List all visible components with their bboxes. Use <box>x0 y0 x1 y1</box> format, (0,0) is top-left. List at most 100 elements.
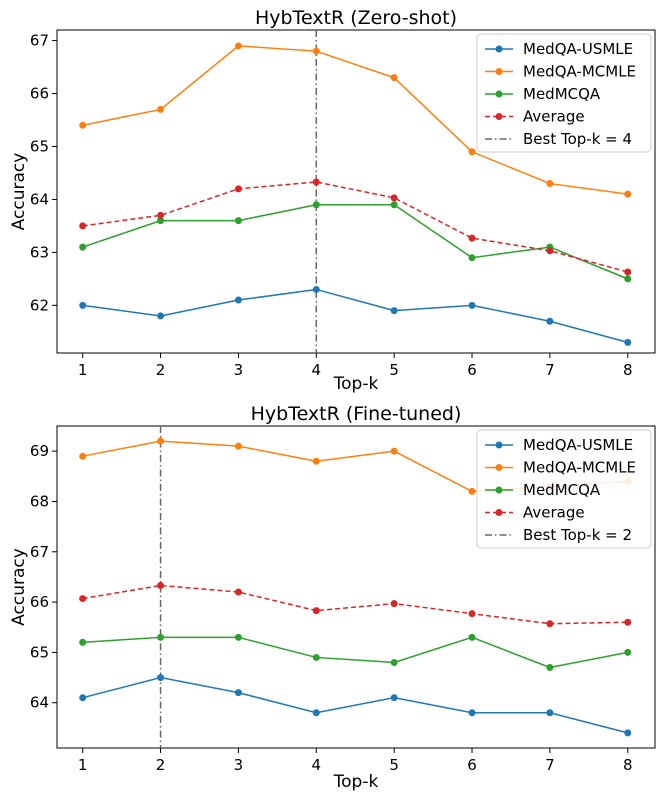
series-average <box>79 581 632 628</box>
data-point <box>546 317 554 325</box>
y-tick-label: 67 <box>30 32 49 50</box>
y-tick-label: 68 <box>30 492 49 510</box>
data-point <box>624 275 632 283</box>
data-point <box>468 610 476 618</box>
legend-marker <box>495 486 503 494</box>
legend-marker <box>495 509 503 516</box>
legend-label: MedMCQA <box>523 481 601 499</box>
data-point <box>312 178 320 186</box>
legend-box <box>476 429 652 549</box>
data-point <box>79 595 87 603</box>
series-medqa-usmle <box>79 285 632 346</box>
x-tick-label: 7 <box>545 756 555 774</box>
data-point <box>157 674 165 682</box>
series-line <box>82 181 628 273</box>
legend-entry: Best Top-k = 2 <box>485 526 632 544</box>
x-tick-label: 5 <box>389 756 399 774</box>
legend-marker <box>495 68 503 75</box>
series-average <box>79 178 632 276</box>
data-point <box>157 581 165 589</box>
series-line <box>82 676 628 734</box>
data-point <box>79 452 87 460</box>
data-point <box>312 285 320 293</box>
legend-marker <box>495 464 503 471</box>
chart-title: HybTextR (Fine-tuned) <box>251 403 462 425</box>
data-point <box>79 301 87 309</box>
data-point <box>157 217 165 225</box>
data-point <box>546 709 554 717</box>
data-point <box>312 47 320 55</box>
data-point <box>157 437 165 445</box>
data-point <box>79 638 87 646</box>
y-tick-label: 65 <box>30 643 49 661</box>
plot-frame <box>56 29 656 354</box>
legend: MedQA-USMLE MedQA-MCMLE MedMCQA Average Best… <box>476 429 652 549</box>
data-point <box>234 185 242 193</box>
legend-box <box>476 33 652 153</box>
y-axis-label: Accuracy <box>9 153 29 231</box>
x-tick-label: 2 <box>156 361 166 379</box>
x-axis-label: Top-k <box>333 772 379 792</box>
data-point <box>390 307 398 315</box>
legend-label: Average <box>523 108 585 126</box>
data-point <box>234 588 242 596</box>
legend-entry: MedQA-MCMLE <box>485 459 636 477</box>
x-axis-label: Top-k <box>333 374 379 394</box>
data-point <box>390 447 398 455</box>
data-point <box>624 338 632 346</box>
data-point <box>390 694 398 702</box>
data-point <box>234 689 242 697</box>
x-tick-label: 1 <box>78 756 88 774</box>
data-point <box>468 254 476 262</box>
x-tick-label: 8 <box>623 756 633 774</box>
data-point <box>390 201 398 209</box>
data-point <box>468 234 476 242</box>
legend-label: MedMCQA <box>523 85 601 103</box>
data-point <box>546 180 554 188</box>
legend-label: Best Top-k = 2 <box>523 526 632 544</box>
data-point <box>624 618 632 626</box>
data-point <box>79 243 87 251</box>
series-line <box>82 636 628 669</box>
legend-entry: MedQA-USMLE <box>485 40 633 58</box>
series-medqa-usmle <box>79 674 632 737</box>
x-tick-label: 4 <box>312 756 322 774</box>
data-point <box>468 487 476 495</box>
legend-label: MedQA-USMLE <box>523 436 633 454</box>
legend-entry: MedQA-MCMLE <box>485 63 636 81</box>
y-tick-label: 65 <box>30 137 49 155</box>
y-tick-label: 66 <box>30 593 49 611</box>
legend-entry: Average <box>485 108 585 126</box>
data-point <box>234 442 242 450</box>
x-tick-label: 6 <box>467 361 477 379</box>
data-point <box>234 633 242 641</box>
y-tick-label: 64 <box>30 190 49 208</box>
legend-entry: MedMCQA <box>485 481 601 499</box>
chart-fine-tuned: HybTextR (Fine-tuned)1 2 3 4 5 6 7 864656667686… <box>9 403 656 792</box>
data-point <box>157 211 165 219</box>
data-point <box>468 148 476 156</box>
data-point <box>390 658 398 666</box>
data-point <box>234 296 242 304</box>
data-point <box>157 105 165 113</box>
series-medmcqa <box>79 201 632 283</box>
x-tick-label: 2 <box>156 756 166 774</box>
data-point <box>79 694 87 702</box>
data-point <box>546 620 554 628</box>
series-line <box>82 584 628 625</box>
y-tick-label: 69 <box>30 442 49 460</box>
legend-marker <box>495 90 503 98</box>
data-point <box>312 653 320 661</box>
legend-label: MedQA-USMLE <box>523 40 633 58</box>
legend-entry: Average <box>485 504 585 522</box>
x-tick-label: 5 <box>389 361 399 379</box>
legend-label: MedQA-MCMLE <box>523 459 636 477</box>
data-point <box>312 201 320 209</box>
x-tick-label: 3 <box>234 756 244 774</box>
y-tick-label: 66 <box>30 85 49 103</box>
data-point <box>468 633 476 641</box>
x-tick-label: 3 <box>234 361 244 379</box>
data-point <box>312 709 320 717</box>
legend-marker <box>495 441 503 449</box>
